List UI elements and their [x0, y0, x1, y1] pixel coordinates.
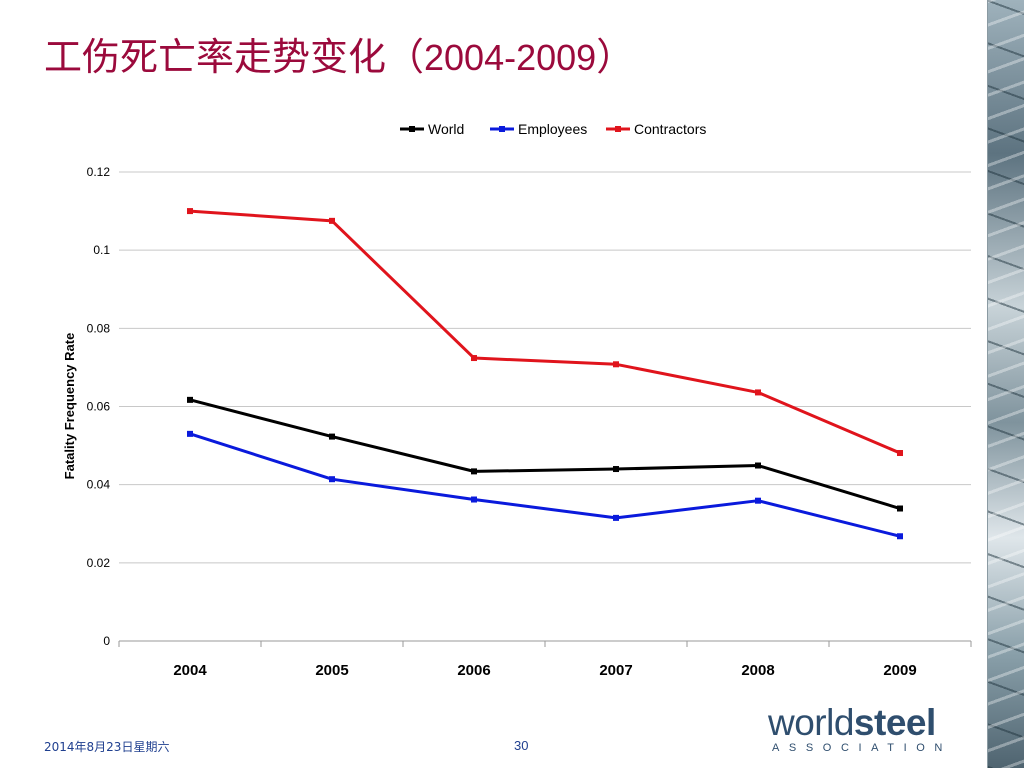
legend-marker-contractors: [615, 126, 621, 132]
data-point-employees: [755, 497, 761, 504]
slide-title-close: ）: [596, 35, 635, 79]
slide-title-years: 2004-2009: [424, 37, 597, 78]
side-decorative-photo: [987, 0, 1024, 768]
x-tick-label: 2006: [457, 662, 490, 679]
chart-legend: World Employees Contractors: [400, 121, 706, 137]
data-point-employees: [471, 496, 477, 503]
y-tick-label: 0.12: [87, 165, 111, 179]
data-point-contractors: [897, 450, 903, 457]
logo-subtitle: ASSOCIATION: [772, 742, 952, 754]
y-tick-label: 0.1: [93, 243, 110, 257]
x-tick-label: 2004: [173, 662, 207, 679]
legend-marker-employees: [499, 126, 505, 132]
data-point-contractors: [187, 208, 193, 215]
x-tick-label: 2008: [741, 662, 774, 679]
slide-title-cn: 工伤死亡率走势变化（: [44, 35, 425, 79]
worldsteel-logo: worldsteel ASSOCIATION: [768, 704, 968, 754]
data-point-world: [187, 396, 193, 403]
data-point-world: [613, 466, 619, 473]
data-point-contractors: [613, 361, 619, 368]
chart-grid: [118, 171, 972, 647]
y-tick-label: 0.08: [87, 321, 111, 335]
logo-word-world: world: [768, 702, 854, 743]
y-tick-label: 0.02: [87, 556, 111, 570]
data-point-contractors: [329, 217, 335, 224]
data-point-world: [755, 462, 761, 469]
chart-series: [187, 208, 903, 540]
data-point-contractors: [471, 355, 477, 362]
x-tick-labels: 2004 2005 2006 2007 2008 2009: [173, 662, 916, 679]
y-tick-label: 0.06: [87, 400, 111, 414]
y-tick-label: 0.04: [87, 478, 111, 492]
data-point-world: [329, 433, 335, 440]
series-line-world: [189, 398, 901, 510]
legend-label-employees: Employees: [518, 121, 587, 137]
y-axis-label: Fatality Frequency Rate: [62, 333, 77, 480]
series-line-contractors: [189, 209, 901, 455]
data-point-employees: [329, 476, 335, 483]
legend-label-contractors: Contractors: [634, 121, 706, 137]
logo-wordmark: worldsteel: [768, 704, 968, 741]
data-point-contractors: [755, 389, 761, 396]
x-tick-label: 2009: [883, 662, 916, 679]
x-tick-label: 2005: [315, 662, 348, 679]
logo-word-steel: steel: [853, 702, 936, 743]
page-number: 30: [514, 738, 529, 753]
legend-label-world: World: [428, 121, 464, 137]
y-tick-labels: 0 0.02 0.04 0.06 0.08 0.1 0.12: [87, 165, 111, 648]
data-point-world: [471, 468, 477, 475]
slide-title: 工伤死亡率走势变化（2004-2009）: [44, 26, 634, 81]
series-line-employees: [189, 432, 901, 538]
fatality-rate-chart: 00.020.040.060.080.10.12 2004 2005 2006 200…: [62, 121, 972, 679]
data-point-world: [897, 505, 903, 512]
legend-marker-world: [409, 126, 415, 132]
footer-date: 2014年8月23日星期六: [44, 740, 170, 754]
data-point-employees: [897, 533, 903, 540]
x-tick-label: 2007: [599, 662, 632, 679]
y-tick-label: 0: [103, 634, 110, 648]
data-point-employees: [187, 430, 193, 437]
data-point-employees: [613, 514, 619, 521]
